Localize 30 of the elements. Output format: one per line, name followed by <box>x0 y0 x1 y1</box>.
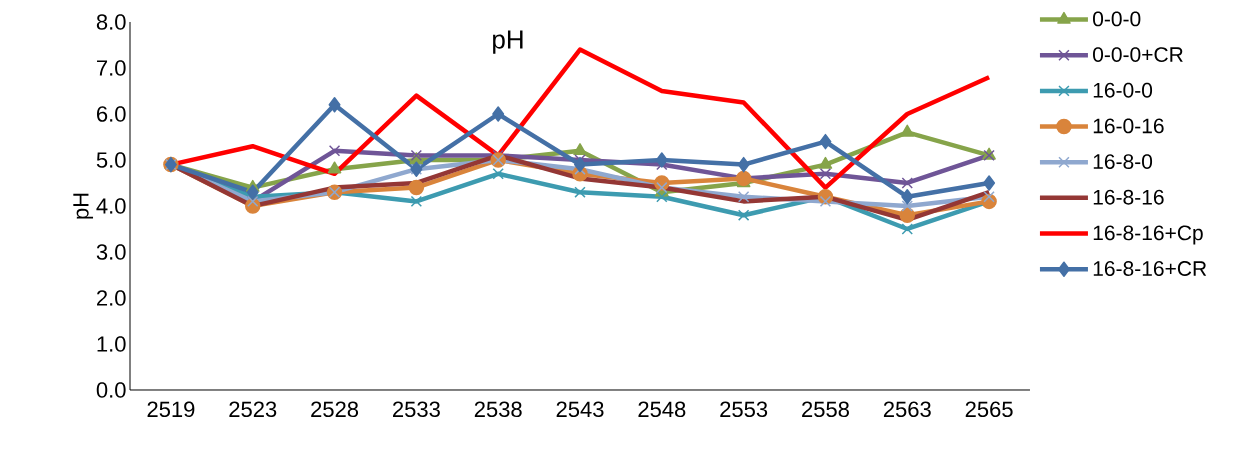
legend-label: 16-8-16+CR <box>1093 261 1207 276</box>
legend-label: 16-0-16 <box>1093 118 1164 134</box>
x-tick-label: 2538 <box>474 401 522 418</box>
y-tick-label: 8.0 <box>96 14 126 30</box>
x-tick-label: 2523 <box>229 401 277 418</box>
legend-label: 16-8-0 <box>1093 154 1153 169</box>
legend-label: 0-0-0+CR <box>1093 47 1183 63</box>
x-tick-label: 2528 <box>311 401 359 418</box>
x-tick-label: 2553 <box>720 401 768 418</box>
x-tick-label: 2519 <box>147 401 195 418</box>
y-tick-label: 1.0 <box>97 336 126 352</box>
y-tick-label: 7.0 <box>97 60 126 76</box>
legend-label: 16-8-16 <box>1093 189 1164 205</box>
x-tick-label: 2533 <box>393 401 440 418</box>
legend-label: 16-8-16+Cp <box>1093 225 1203 245</box>
y-axis-title: pH <box>73 193 94 219</box>
y-tick-label: 0.0 <box>96 382 126 398</box>
y-tick-label: 5.0 <box>96 152 126 168</box>
x-tick-label: 2558 <box>802 401 849 418</box>
y-tick-label: 4.0 <box>96 198 126 214</box>
x-tick-label: 2543 <box>556 401 604 418</box>
y-tick-label: 3.0 <box>96 244 126 260</box>
legend-label: 16-0-0 <box>1093 82 1153 98</box>
y-tick-label: 2.0 <box>97 290 126 306</box>
y-tick-label: 6.0 <box>97 106 126 122</box>
x-tick-label: 2565 <box>965 401 1013 418</box>
legend-label: 0-0-0 <box>1093 11 1141 27</box>
chart-title: pH <box>493 30 523 54</box>
x-tick-label: 2563 <box>883 401 931 418</box>
x-tick-label: 2548 <box>638 401 686 418</box>
